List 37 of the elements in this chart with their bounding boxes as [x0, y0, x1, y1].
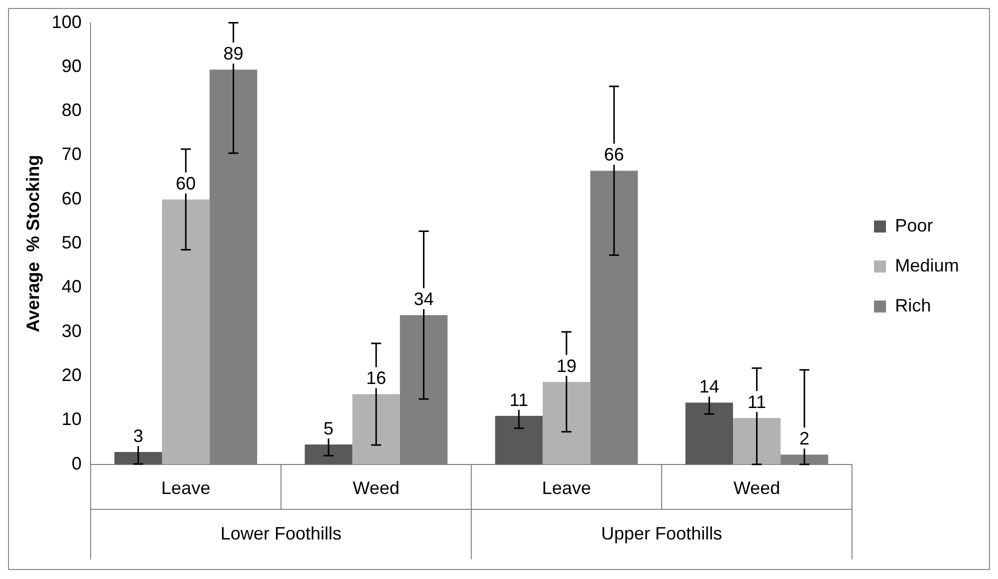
bar	[352, 394, 400, 464]
bar	[495, 416, 543, 464]
y-tick-label: 90	[62, 56, 82, 76]
data-label: 19	[556, 356, 576, 376]
y-tick-label: 70	[62, 144, 82, 164]
text: Lower Foothills	[220, 523, 342, 544]
y-tick-label: 30	[62, 320, 82, 341]
data-label: 14	[699, 376, 720, 397]
data-label: 11	[510, 390, 528, 410]
bar	[542, 382, 590, 464]
data-label: 5	[324, 418, 334, 438]
bar	[162, 199, 210, 464]
data-label: 2	[799, 428, 810, 449]
legend-label: Poor	[894, 215, 934, 236]
data-label: 34	[414, 289, 434, 310]
data-label: 89	[223, 44, 244, 64]
bar	[685, 402, 734, 464]
y-tick-label: 10	[62, 409, 82, 430]
y-tick-label: 0	[72, 453, 82, 474]
text: Upper Foothills	[601, 523, 722, 544]
y-tick-label: 80	[62, 100, 82, 120]
bar	[114, 452, 162, 464]
data-label: 60	[176, 173, 196, 194]
y-axis-title: Average % Stocking	[22, 154, 43, 332]
bar	[304, 444, 352, 464]
y-tick-label: 60	[62, 188, 82, 208]
y-tick-label: 100	[52, 12, 82, 32]
data-label: 11	[747, 392, 766, 412]
data-label: 16	[366, 368, 386, 388]
legend-label: Rich	[894, 295, 931, 316]
legend-label: Medium	[894, 255, 960, 276]
y-tick-label: 20	[62, 365, 82, 386]
y-tick-label: 40	[62, 276, 82, 297]
data-label: 66	[604, 144, 624, 165]
bar	[733, 418, 781, 464]
data-label: 3	[133, 426, 144, 446]
y-tick-label: 50	[62, 232, 82, 253]
